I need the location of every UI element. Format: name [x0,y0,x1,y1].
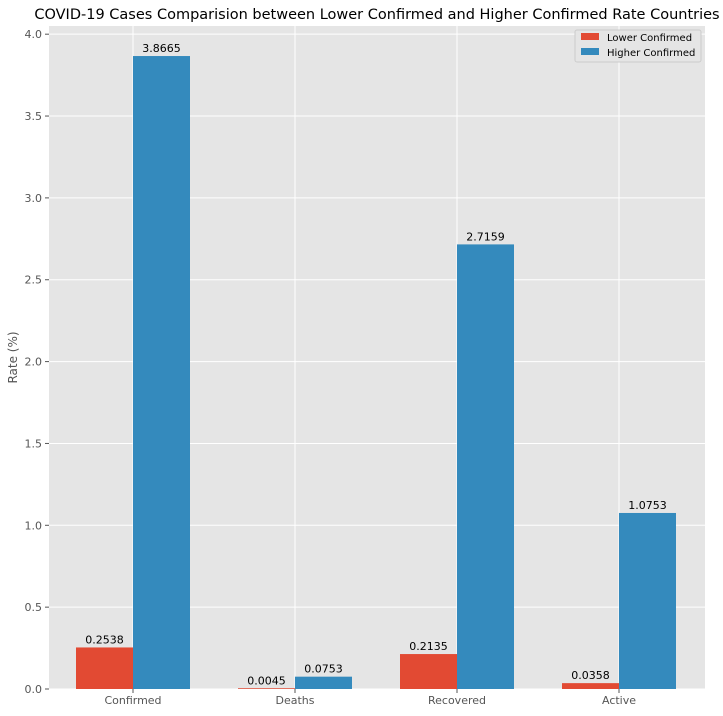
bar-label-lower-confirmed-active: 0.0358 [571,669,610,682]
y-tick-label-1: 0.5 [25,601,43,614]
bar-label-lower-confirmed-recovered: 0.2135 [409,640,448,653]
axes: 0.0 0.5 1.0 1.5 2.0 2.5 3.0 3.5 4.0 Confirmed Deat… [25,28,637,707]
x-tick-label-deaths: Deaths [276,694,315,707]
legend: Lower Confirmed Higher Confirmed [574,29,702,63]
bar-higher-confirmed-deaths [295,676,352,689]
legend-box [574,29,702,63]
bar-higher-confirmed-confirmed [133,56,190,690]
y-tick-label-7: 3.5 [25,110,43,123]
y-tick-label-4: 2.0 [25,356,43,369]
y-tick-label-2: 1.0 [25,519,43,532]
bar-label-higher-confirmed-deaths: 0.0753 [304,663,343,676]
bar-value-labels: 0.2538 0.0045 0.2135 0.0358 3.8665 0.0753 2.71… [85,42,667,687]
y-tick-label-8: 4.0 [25,28,43,41]
bar-label-higher-confirmed-confirmed: 3.8665 [142,42,181,55]
bar-higher-confirmed-active [619,512,676,689]
y-axis-label: Rate (%) [6,331,20,383]
bars-group [76,56,676,690]
legend-label-higher-confirmed: Higher Confirmed [607,48,695,59]
y-tick-label-0: 0.0 [25,683,43,696]
x-tick-label-recovered: Recovered [428,694,486,707]
bar-label-higher-confirmed-active: 1.0753 [628,499,667,512]
bar-lower-confirmed-deaths [238,688,295,689]
x-tick-label-active: Active [602,694,636,707]
x-tick-label-confirmed: Confirmed [104,694,161,707]
legend-swatch-lower-confirmed [581,33,599,40]
bar-lower-confirmed-active [562,683,619,689]
bar-label-higher-confirmed-recovered: 2.7159 [466,230,505,243]
legend-swatch-higher-confirmed [581,48,599,55]
chart-title: COVID-19 Cases Comparision between Lower… [34,7,719,23]
y-tick-label-3: 1.5 [25,437,43,450]
bar-label-lower-confirmed-deaths: 0.0045 [247,674,286,687]
y-tick-label-6: 3.0 [25,192,43,205]
bar-label-lower-confirmed-confirmed: 0.2538 [85,633,124,646]
bar-lower-confirmed-recovered [400,654,457,689]
y-tick-label-5: 2.5 [25,274,43,287]
bar-higher-confirmed-recovered [457,244,514,690]
legend-label-lower-confirmed: Lower Confirmed [607,33,692,44]
bar-lower-confirmed-confirmed [76,647,133,689]
